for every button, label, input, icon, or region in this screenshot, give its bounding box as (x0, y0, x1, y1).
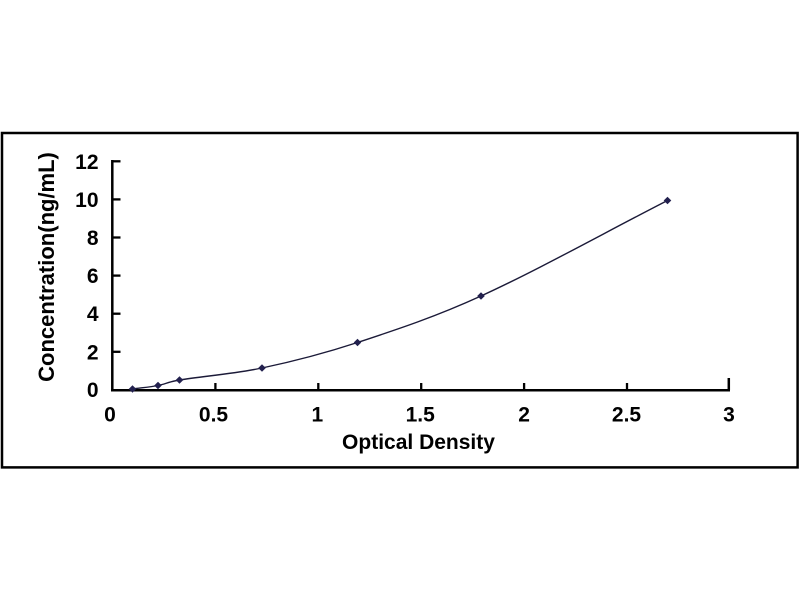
svg-text:2: 2 (518, 404, 530, 427)
svg-text:3: 3 (723, 404, 735, 427)
svg-text:1: 1 (311, 404, 323, 427)
svg-text:0: 0 (87, 379, 99, 402)
svg-text:6: 6 (87, 265, 99, 288)
svg-text:0: 0 (104, 404, 116, 427)
svg-text:12: 12 (75, 151, 98, 174)
svg-text:1.5: 1.5 (406, 404, 436, 427)
svg-text:8: 8 (87, 227, 99, 250)
svg-text:0.5: 0.5 (199, 404, 229, 427)
svg-text:10: 10 (75, 189, 98, 212)
svg-text:2: 2 (87, 341, 99, 364)
svg-text:4: 4 (87, 303, 99, 326)
svg-text:2.5: 2.5 (612, 404, 642, 427)
svg-text:Optical Density: Optical Density (342, 431, 495, 454)
svg-text:Concentration(ng/mL): Concentration(ng/mL) (34, 152, 59, 382)
